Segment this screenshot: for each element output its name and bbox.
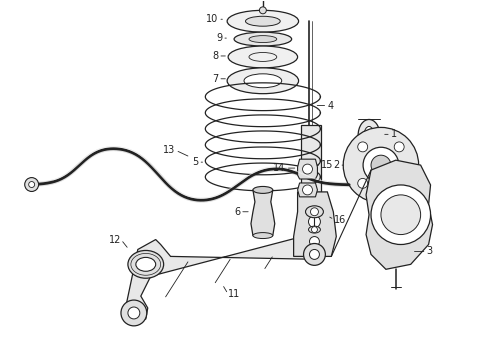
Circle shape xyxy=(309,216,320,228)
Circle shape xyxy=(302,164,313,174)
Ellipse shape xyxy=(364,126,374,144)
Circle shape xyxy=(358,179,368,188)
Circle shape xyxy=(312,227,318,233)
Ellipse shape xyxy=(244,74,282,88)
Polygon shape xyxy=(300,125,321,192)
Polygon shape xyxy=(124,235,319,323)
Circle shape xyxy=(381,195,420,235)
Ellipse shape xyxy=(253,186,273,193)
Text: 1: 1 xyxy=(391,129,397,139)
Circle shape xyxy=(371,155,391,175)
Text: 6: 6 xyxy=(234,207,240,217)
Ellipse shape xyxy=(227,10,298,32)
Ellipse shape xyxy=(234,32,292,46)
Ellipse shape xyxy=(245,16,280,26)
Text: 13: 13 xyxy=(163,145,175,155)
Ellipse shape xyxy=(253,233,273,239)
Text: 2: 2 xyxy=(333,160,339,170)
Circle shape xyxy=(358,142,368,152)
Text: 15: 15 xyxy=(321,160,334,170)
Text: 16: 16 xyxy=(334,215,346,225)
Text: 10: 10 xyxy=(206,14,218,24)
Circle shape xyxy=(29,181,35,188)
Ellipse shape xyxy=(358,120,380,151)
Circle shape xyxy=(303,243,325,265)
Circle shape xyxy=(363,147,399,183)
Polygon shape xyxy=(297,159,318,179)
Polygon shape xyxy=(294,192,336,256)
Text: 8: 8 xyxy=(212,51,218,61)
Text: 9: 9 xyxy=(216,33,222,43)
Circle shape xyxy=(121,300,147,326)
Text: 4: 4 xyxy=(327,100,334,111)
Text: 5: 5 xyxy=(192,157,198,167)
Polygon shape xyxy=(366,160,433,269)
Text: 14: 14 xyxy=(273,163,286,173)
Circle shape xyxy=(311,208,319,216)
Ellipse shape xyxy=(136,257,156,271)
Circle shape xyxy=(343,127,418,203)
Text: 7: 7 xyxy=(212,74,218,84)
Circle shape xyxy=(310,249,319,260)
Ellipse shape xyxy=(249,36,277,42)
Circle shape xyxy=(310,237,319,247)
Circle shape xyxy=(24,177,39,192)
Ellipse shape xyxy=(227,68,298,94)
Polygon shape xyxy=(251,190,275,235)
Circle shape xyxy=(302,185,313,195)
Circle shape xyxy=(128,307,140,319)
Ellipse shape xyxy=(228,46,297,68)
Text: 11: 11 xyxy=(228,289,241,299)
Ellipse shape xyxy=(309,226,320,233)
Text: 12: 12 xyxy=(109,234,121,244)
Circle shape xyxy=(259,7,267,14)
Circle shape xyxy=(311,247,319,255)
Text: 3: 3 xyxy=(427,247,433,256)
Circle shape xyxy=(394,142,404,152)
Ellipse shape xyxy=(128,251,164,278)
Polygon shape xyxy=(297,183,318,197)
Ellipse shape xyxy=(306,206,323,218)
Circle shape xyxy=(394,179,404,188)
Circle shape xyxy=(371,185,431,244)
